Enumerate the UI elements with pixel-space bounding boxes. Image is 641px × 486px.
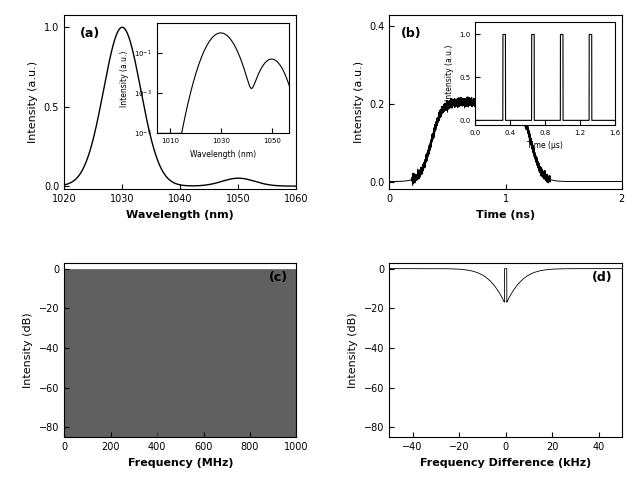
Text: (c): (c) — [269, 271, 288, 284]
X-axis label: Frequency (MHz): Frequency (MHz) — [128, 458, 233, 468]
Y-axis label: Intensity (dB): Intensity (dB) — [349, 312, 358, 388]
Y-axis label: Intensity (a.u.): Intensity (a.u.) — [28, 61, 38, 143]
X-axis label: Frequency Difference (kHz): Frequency Difference (kHz) — [420, 458, 591, 468]
Text: (d): (d) — [592, 271, 612, 284]
Y-axis label: Intensity (a.u.): Intensity (a.u.) — [354, 61, 363, 143]
Text: (b): (b) — [401, 27, 422, 40]
X-axis label: Wavelength (nm): Wavelength (nm) — [126, 210, 234, 220]
Text: (a): (a) — [80, 27, 101, 40]
Y-axis label: Intensity (dB): Intensity (dB) — [23, 312, 33, 388]
X-axis label: Time (ns): Time (ns) — [476, 210, 535, 220]
